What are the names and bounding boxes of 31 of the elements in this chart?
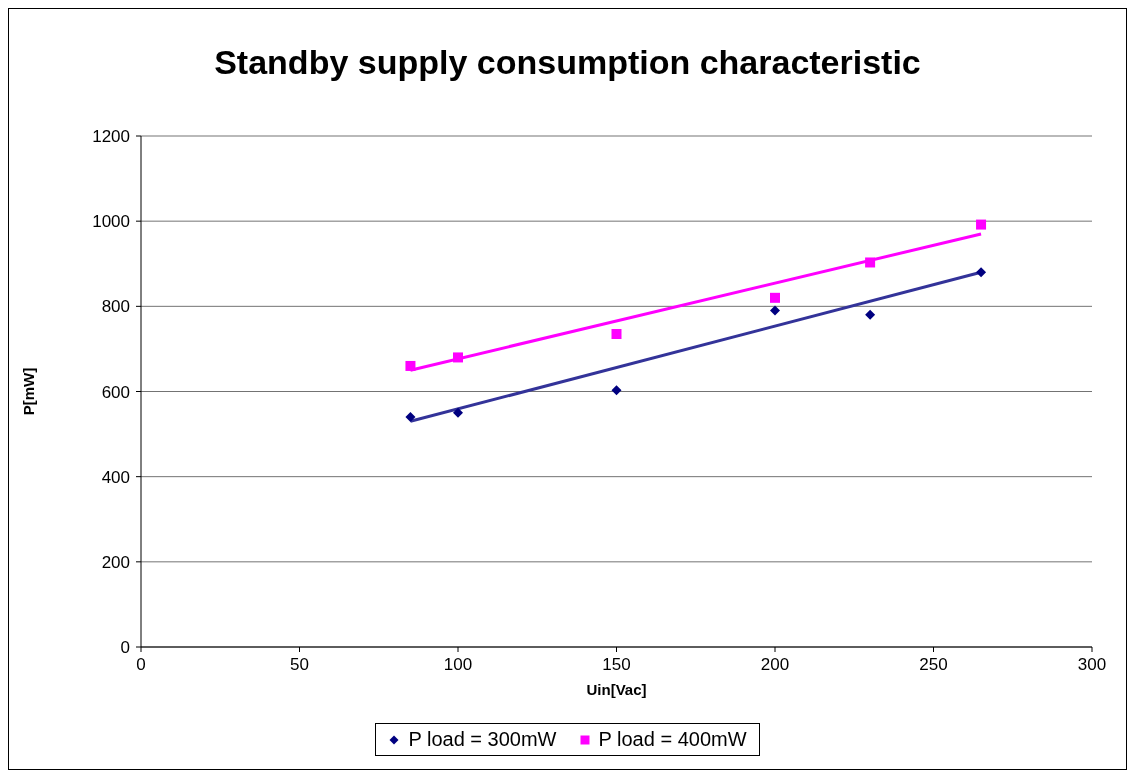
point	[405, 412, 416, 423]
point	[453, 352, 463, 363]
point	[770, 305, 780, 316]
x-tick-label: 50	[290, 655, 309, 675]
point	[611, 385, 622, 396]
y-tick-label: 800	[101, 297, 130, 317]
y-tick-label: 0	[120, 638, 130, 658]
point	[976, 267, 987, 278]
point	[865, 309, 876, 320]
legend-label: P load = 400mW	[597, 728, 747, 751]
point	[405, 360, 416, 371]
x-tick-label: 100	[443, 655, 473, 675]
x-tick-label: 300	[1077, 655, 1107, 675]
point	[976, 219, 987, 230]
y-axis-title: P[mW]	[20, 367, 38, 416]
x-axis-title: Uin[Vac]	[586, 681, 647, 698]
point	[453, 407, 463, 418]
point	[770, 292, 780, 303]
x-tick-label: 0	[136, 655, 146, 675]
x-tick-label: 250	[919, 655, 948, 675]
x-tick-label: 150	[602, 655, 631, 675]
y-tick-label: 400	[101, 467, 130, 487]
chart-title: Standby supply consumption characteristic	[213, 43, 922, 82]
point	[611, 329, 622, 340]
y-tick-label: 200	[101, 552, 130, 572]
y-tick-label: 1200	[92, 127, 130, 147]
y-tick-label: 600	[101, 382, 130, 402]
legend-label: P load = 300mW	[407, 728, 557, 751]
x-tick-label: 200	[760, 655, 790, 675]
point	[865, 257, 876, 268]
y-tick-label: 1000	[92, 212, 130, 232]
